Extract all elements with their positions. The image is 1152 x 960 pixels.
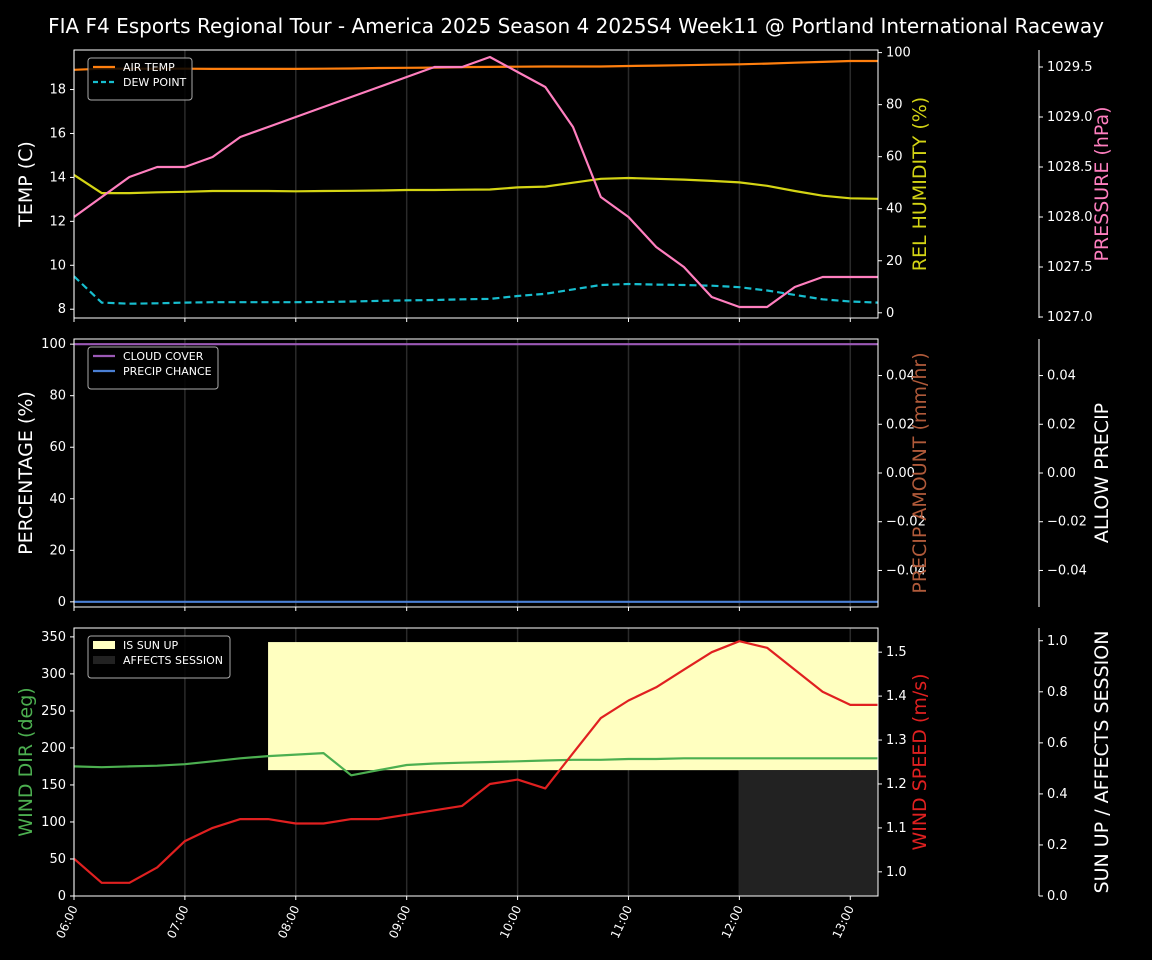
legend-label: AFFECTS SESSION — [123, 654, 223, 667]
x-tick-label: 08:00 — [275, 903, 302, 940]
legend-label: IS SUN UP — [123, 639, 179, 652]
far-right-tick-label: 0.8 — [1047, 685, 1068, 700]
far-right-tick-label: 0.00 — [1047, 466, 1076, 481]
left-tick-label: 80 — [49, 389, 66, 404]
series-line-wind-dir — [73, 751, 878, 777]
plot-frame — [73, 49, 879, 319]
right-axis-label: REL HUMIDITY (%) — [909, 97, 931, 271]
left-tick-label: 18 — [49, 83, 66, 98]
far-right-tick-label: −0.04 — [1047, 563, 1087, 578]
left-tick-label: 14 — [49, 170, 66, 185]
right-tick-label: 80 — [886, 98, 903, 113]
right-tick-label: 0 — [886, 306, 894, 321]
left-tick-label: 150 — [41, 778, 66, 793]
far-right-tick-label: 1028.5 — [1047, 160, 1093, 175]
left-tick-label: 12 — [49, 214, 66, 229]
right-tick-label: 1.4 — [886, 689, 907, 704]
left-tick-label: 60 — [49, 440, 66, 455]
right-axis-label: PRECIP AMOUNT (mm/hr) — [909, 352, 931, 593]
far-right-tick-label: 1029.5 — [1047, 60, 1093, 75]
left-tick-label: 16 — [49, 126, 66, 141]
x-tick-label: 10:00 — [497, 903, 524, 940]
far-right-tick-label: 1027.0 — [1047, 310, 1093, 325]
right-tick-label: 1.2 — [886, 777, 907, 792]
right-tick-label: −0.04 — [886, 563, 926, 578]
far-right-tick-label: 0.04 — [1047, 369, 1076, 384]
far-right-tick-label: 0.0 — [1047, 889, 1068, 904]
series-line-air-temp — [73, 59, 878, 71]
x-tick-label: 06:00 — [53, 903, 80, 940]
right-tick-label: 1.1 — [886, 821, 907, 836]
right-tick-label: −0.02 — [886, 515, 926, 530]
legend-label: AIR TEMP — [123, 61, 175, 74]
right-tick-label: 1.5 — [886, 645, 907, 660]
legend-label: DEW POINT — [123, 76, 187, 89]
right-tick-label: 20 — [886, 254, 903, 269]
left-tick-label: 40 — [49, 492, 66, 507]
right-tick-label: 1.0 — [886, 865, 907, 880]
far-right-tick-label: 1.0 — [1047, 634, 1068, 649]
left-tick-label: 300 — [41, 667, 66, 682]
left-tick-label: 250 — [41, 704, 66, 719]
x-tick-label: 11:00 — [608, 903, 635, 940]
shaded-region-is-sun-up — [268, 642, 878, 771]
left-axis-label: TEMP (C) — [15, 141, 37, 228]
series-line-rel-humidity — [73, 173, 879, 200]
left-tick-label: 10 — [49, 258, 66, 273]
far-right-tick-label: 1029.0 — [1047, 110, 1093, 125]
right-tick-label: 40 — [886, 202, 903, 217]
chart-title: FIA F4 Esports Regional Tour - America 2… — [48, 14, 1104, 38]
far-right-tick-label: 0.6 — [1047, 736, 1068, 751]
x-tick-label: 09:00 — [386, 903, 413, 940]
left-tick-label: 100 — [41, 815, 66, 830]
legend-box — [87, 57, 193, 101]
far-right-axis-label: ALLOW PRECIP — [1091, 403, 1113, 543]
far-right-tick-label: 0.2 — [1047, 838, 1068, 853]
left-tick-label: 100 — [41, 337, 66, 352]
x-tick-label: 07:00 — [164, 903, 191, 940]
far-right-tick-label: 1028.0 — [1047, 210, 1093, 225]
legend-box — [87, 635, 231, 679]
far-right-tick-label: 0.02 — [1047, 417, 1076, 432]
right-tick-label: 0.04 — [886, 369, 915, 384]
shaded-region-affects-session — [739, 770, 878, 896]
right-tick-label: 0.00 — [886, 466, 915, 481]
left-tick-label: 200 — [41, 741, 66, 756]
left-axis-label: PERCENTAGE (%) — [15, 391, 37, 555]
far-right-tick-label: 1027.5 — [1047, 260, 1093, 275]
far-right-axis-label: PRESSURE (hPa) — [1091, 106, 1113, 261]
far-right-tick-label: −0.02 — [1047, 515, 1087, 530]
legend-label: CLOUD COVER — [123, 350, 204, 363]
right-tick-label: 1.3 — [886, 733, 907, 748]
plot-frame — [73, 627, 879, 897]
far-right-axis-label: SUN UP / AFFECTS SESSION — [1091, 631, 1113, 894]
right-axis-label: WIND SPEED (m/s) — [909, 673, 931, 850]
x-tick-label: 13:00 — [830, 903, 857, 940]
series-line-dew-point — [73, 275, 879, 305]
left-tick-label: 8 — [58, 302, 66, 317]
left-tick-label: 20 — [49, 543, 66, 558]
legend-box — [87, 346, 219, 390]
left-axis-label: WIND DIR (deg) — [15, 687, 37, 836]
legend-swatch — [93, 641, 115, 649]
legend-swatch — [93, 656, 115, 664]
right-tick-label: 60 — [886, 150, 903, 165]
series-line-wind-speed — [73, 640, 878, 884]
left-tick-label: 50 — [49, 852, 66, 867]
left-tick-label: 0 — [58, 595, 66, 610]
x-tick-label: 12:00 — [719, 903, 746, 940]
legend-label: PRECIP CHANCE — [123, 365, 212, 378]
series-line-pressure — [73, 55, 878, 309]
left-tick-label: 350 — [41, 630, 66, 645]
left-tick-label: 0 — [58, 889, 66, 904]
right-tick-label: 0.02 — [886, 417, 915, 432]
right-tick-label: 100 — [886, 46, 911, 61]
far-right-tick-label: 0.4 — [1047, 787, 1068, 802]
